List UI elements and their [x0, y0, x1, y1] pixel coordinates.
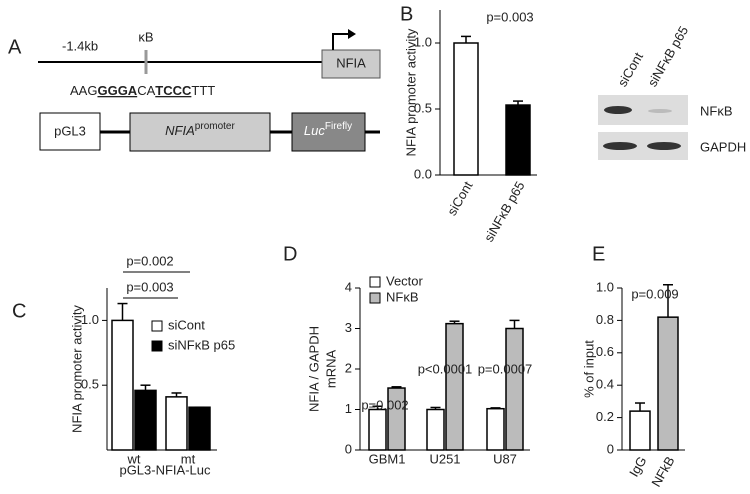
legend-swatch: [151, 320, 163, 332]
reporter-box: [291, 112, 366, 152]
legend-swatch: [151, 340, 163, 352]
seq-part: GGGA: [97, 83, 137, 98]
vector-box: [39, 112, 101, 151]
y-tick-label: 0.4: [596, 377, 614, 392]
bar: [111, 319, 134, 451]
y-axis-label: % of input: [581, 340, 596, 398]
legend-label: NFκB: [386, 289, 419, 304]
bar: [505, 327, 524, 451]
reporter-sup: Firefly: [325, 121, 352, 132]
band: [648, 109, 672, 113]
seq-part: AAG: [70, 83, 97, 98]
bar: [486, 407, 505, 451]
vector-label: pGL3: [54, 123, 86, 138]
position: -1.4kb: [62, 38, 98, 53]
y-tick-label: 0.6: [596, 344, 614, 359]
bar: [368, 408, 387, 451]
tss-arrow: [332, 33, 350, 50]
y-tick-label: 1.0: [81, 312, 99, 327]
y-tick-label: 2: [345, 360, 352, 375]
promoter-name: NFIA: [165, 123, 195, 138]
y-axis-label: NFIA promoter activity: [403, 28, 418, 156]
bar: [188, 406, 211, 451]
band: [603, 142, 637, 150]
gene-box: [321, 49, 381, 79]
bar: [453, 42, 479, 176]
y-tick-label: 0.8: [596, 312, 614, 327]
panel-letter: C: [12, 300, 26, 322]
seq-part: TCCC: [155, 83, 192, 98]
y-tick-label: 0: [345, 441, 352, 456]
panel-letter: B: [400, 3, 413, 25]
reporter-name: Luc: [304, 123, 325, 138]
y-tick-label: 4: [345, 279, 352, 294]
x-tick-label: siNFκB p65: [481, 179, 528, 245]
bar: [505, 104, 531, 176]
gene-label: NFIA: [336, 55, 366, 70]
bar: [134, 389, 157, 451]
annotation: p=0.003: [126, 279, 173, 294]
seq-part: CA: [137, 83, 155, 98]
y-tick-label: 1.0: [414, 34, 432, 49]
legend-label: siCont: [168, 317, 205, 332]
annotation: p=0.002: [361, 397, 408, 412]
bar: [387, 387, 406, 451]
x-tick-label: siCont: [444, 178, 476, 218]
annotation: p=0.009: [631, 286, 678, 301]
x-tick-label: IgG: [626, 454, 649, 480]
row-label: NFκB: [700, 103, 733, 118]
y-tick-label: 0.5: [81, 377, 99, 392]
x-tick-label: wt: [127, 451, 141, 466]
promoter-box: [129, 112, 271, 152]
panel-letter: E: [592, 243, 605, 265]
y-tick-label: 0.5: [414, 100, 432, 115]
annotation: p<0.0001: [418, 361, 473, 376]
x-tick-label: mt: [181, 451, 196, 466]
annotation: p=0.003: [486, 9, 533, 24]
band: [647, 142, 681, 150]
row-label: GAPDH: [700, 139, 746, 154]
x-tick-label: U87: [493, 451, 517, 466]
y-tick-label: 1: [345, 401, 352, 416]
y-tick-label: 0: [607, 441, 614, 456]
legend-label: siNFκB p65: [168, 337, 235, 352]
x-tick-label: U251: [429, 451, 460, 466]
y-tick-label: 0.2: [596, 409, 614, 424]
seq-part: TTT: [191, 83, 215, 98]
y-axis-label: mRNA: [323, 350, 338, 389]
legend-label: Vector: [386, 273, 424, 288]
x-tick-label: GBM1: [369, 451, 406, 466]
promoter-sup: promoter: [195, 121, 236, 132]
bar: [657, 316, 679, 451]
panel-letter: A: [8, 36, 22, 58]
site-label: κB: [138, 29, 153, 44]
band: [604, 106, 632, 114]
arrow-head: [348, 29, 356, 39]
legend-swatch: [369, 276, 381, 288]
y-tick-label: 3: [345, 320, 352, 335]
y-tick-label: 1.0: [596, 279, 614, 294]
lane-label: siNFκB p65: [645, 24, 692, 90]
legend-swatch: [369, 292, 381, 304]
annotation: p=0.002: [126, 253, 173, 268]
x-tick-label: NFkB: [648, 454, 677, 490]
bar: [445, 322, 464, 451]
promoter-label: NFIApromoter: [165, 121, 235, 139]
y-axis-label: NFIA promoter activity: [69, 305, 84, 433]
annotation: p=0.0007: [478, 361, 533, 376]
panel-letter: D: [283, 243, 297, 265]
reporter-label: LucFirefly: [304, 121, 352, 139]
bar: [165, 396, 188, 451]
y-axis-label: NFIA / GAPDH: [306, 326, 321, 412]
y-tick-label: 0.0: [414, 166, 432, 181]
sequence: AAGGGGACATCCCTTT: [70, 83, 215, 98]
lane-label: siCont: [615, 49, 647, 89]
bar: [629, 410, 651, 451]
x-axis-label: pGL3-NFIA-Luc: [119, 462, 211, 477]
bar: [426, 408, 445, 451]
